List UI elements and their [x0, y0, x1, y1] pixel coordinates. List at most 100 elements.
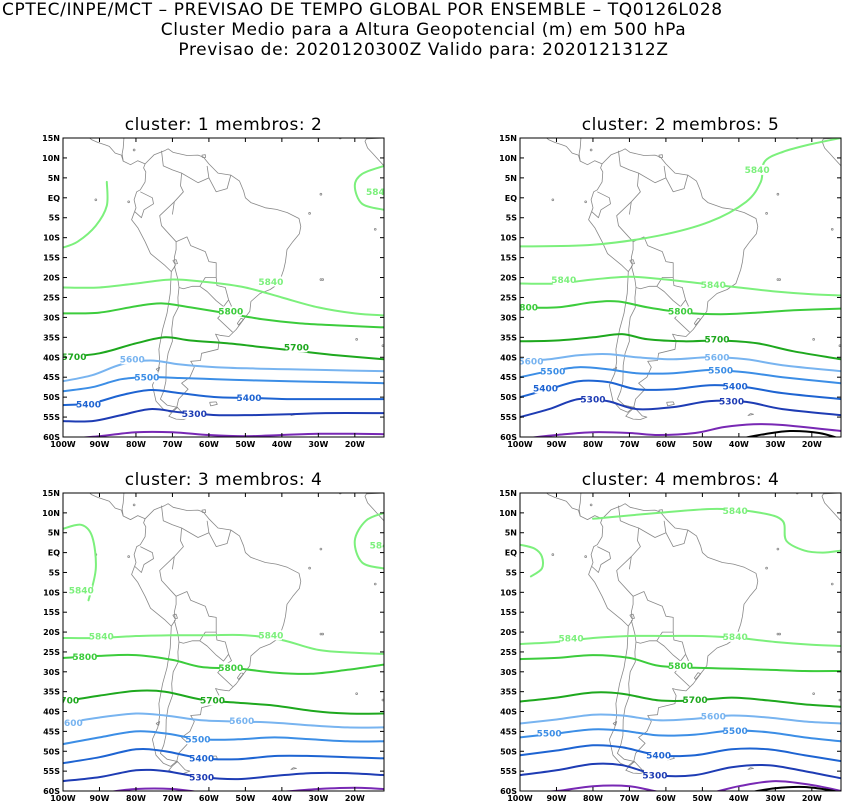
y-tick-label: 40S [43, 353, 60, 362]
contour-label: 5500 [540, 368, 565, 378]
y-tick-label: 35S [43, 333, 60, 342]
island-outline [612, 721, 618, 726]
contour-line-5700 [63, 336, 384, 361]
y-tick-label: 45S [500, 727, 517, 736]
contour-label: 5840 [559, 634, 584, 644]
contour-line-5500 [63, 376, 384, 393]
country-border [134, 191, 154, 219]
contour-label-bg [520, 302, 537, 313]
contour-label-bg [560, 633, 583, 644]
contour-label: 5400 [189, 755, 214, 765]
contour-label-bg [702, 711, 725, 722]
x-tick-label: 60W [199, 794, 219, 803]
contour-line-5800 [63, 653, 384, 675]
contour-label-bg [669, 660, 692, 671]
contour-label: 5800 [72, 653, 97, 663]
y-tick-label: 45S [500, 373, 517, 382]
small-island [319, 192, 323, 196]
small-island [127, 200, 130, 204]
country-border [175, 236, 217, 278]
contour-label: 5840 [366, 188, 391, 198]
country-border [591, 191, 611, 219]
contour-label-bg [724, 380, 747, 391]
contour-line-5100 [743, 429, 838, 437]
contour-label-bg [219, 662, 242, 673]
cluster-panel-3: cluster: 3 membros: 4 5840 5840 5840 5840 580… [42, 470, 385, 803]
y-tick-label: 50S [43, 393, 60, 402]
small-island [321, 632, 325, 636]
contour-label: 5500 [134, 374, 159, 384]
small-island [127, 555, 130, 558]
contour-line-5700 [520, 691, 841, 708]
y-tick-label: 15N [499, 134, 517, 143]
small-island [308, 212, 311, 215]
y-tick-label: 5S [506, 568, 518, 577]
coastline-map [88, 138, 384, 420]
small-island [94, 198, 98, 202]
y-tick-label: 5S [49, 568, 61, 577]
small-island [321, 278, 325, 281]
central-america-coast-south [545, 493, 603, 520]
contour-label-bg [63, 351, 85, 362]
country-border [656, 640, 686, 662]
contour-label: 5600 [704, 354, 729, 364]
contour-label-bg [135, 372, 158, 383]
contour-label-bg [183, 408, 206, 419]
contour-label: 5300 [719, 397, 744, 407]
south-america-coastline [588, 148, 759, 413]
contour-label: 5700 [683, 696, 708, 706]
y-tick-label: 30S [43, 313, 60, 322]
contour-line-5300 [520, 762, 841, 780]
x-tick-label: 100W [50, 794, 76, 803]
country-border [134, 546, 154, 573]
contour-line-5800 [63, 302, 384, 329]
y-tick-label: 10S [500, 588, 517, 597]
country-border [199, 640, 229, 662]
contour-label: 5500 [185, 736, 210, 746]
small-island [551, 553, 555, 556]
country-border [208, 174, 232, 193]
x-tick-label: 80W [126, 794, 146, 803]
small-island [812, 338, 815, 341]
country-border [181, 165, 210, 184]
contour-line-5600 [520, 352, 841, 373]
contour-line-5600 [63, 359, 384, 383]
y-tick-label: 40S [500, 708, 517, 717]
y-tick-label: 5N [505, 174, 517, 183]
y-tick-label: 20S [500, 628, 517, 637]
contour-label-bg [538, 728, 561, 739]
lake-outline [172, 613, 178, 619]
small-island [319, 547, 323, 551]
lake-outline [629, 613, 635, 619]
contour-label: 5800 [668, 308, 693, 318]
panel-map-area: 5840 5840 5840 5800 5700 5600 5500 5500 5400 5300 [520, 493, 841, 791]
y-tick-label: 25S [500, 293, 517, 302]
x-tick-label: 20W [345, 440, 365, 449]
central-america-coast-south [88, 493, 146, 520]
contour-line-5500 [63, 730, 384, 746]
y-tick-label: 35S [500, 333, 517, 342]
contour-label-bg [259, 276, 282, 287]
y-tick-label: 15S [43, 254, 60, 263]
y-tick-label: 25S [43, 648, 60, 657]
x-tick-label: 30W [765, 794, 785, 803]
contour-label-bg [186, 734, 209, 745]
contour-label-bg [709, 365, 732, 376]
contour-label: 5600 [518, 358, 543, 368]
small-island [132, 148, 136, 152]
contour-label: 5840 [551, 276, 576, 286]
contour-label-bg [724, 505, 747, 516]
small-island [551, 198, 555, 202]
contour-label-bg [63, 695, 78, 706]
contour-line-5500 [520, 728, 841, 743]
contour-line-5400 [520, 744, 841, 763]
panel-frame [62, 492, 385, 792]
contour-label-bg [724, 631, 747, 642]
x-tick-label: 20W [802, 440, 822, 449]
lake-outline [694, 672, 701, 681]
y-tick-label: 55S [500, 413, 517, 422]
panel-title: cluster: 3 membros: 4 [125, 470, 323, 490]
central-america-coast-north [121, 493, 125, 517]
island-outline [201, 509, 206, 513]
contour-line-5200 [541, 780, 841, 791]
